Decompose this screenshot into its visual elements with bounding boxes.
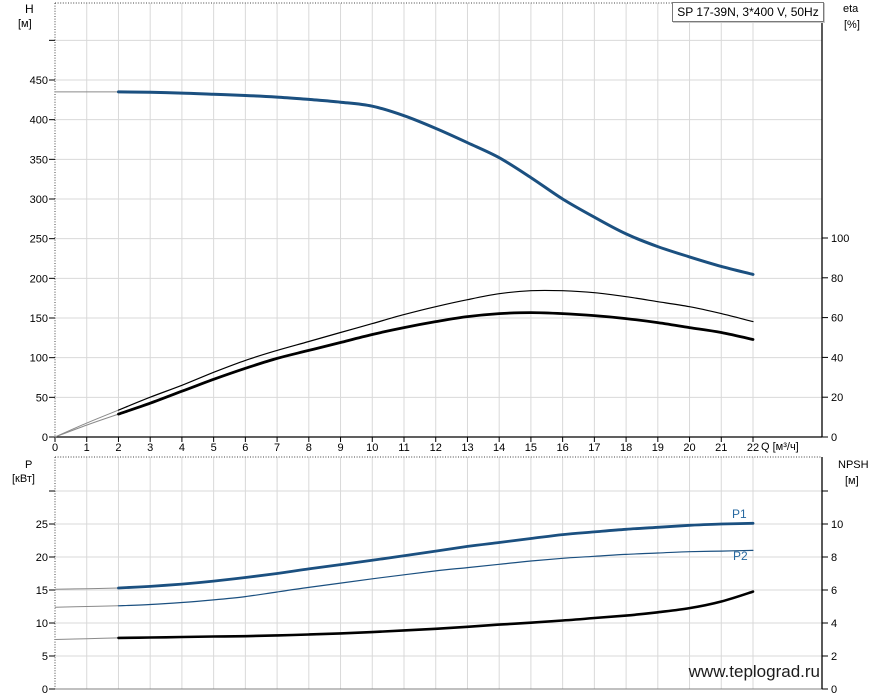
- watermark-text: www.teplograd.ru: [688, 662, 820, 681]
- h-axis-unit: [м]: [18, 18, 32, 30]
- right-axis-tick-label: 2: [831, 651, 837, 663]
- x-axis-tick-label: 0: [52, 442, 58, 454]
- x-axis-tick-label: 4: [179, 442, 185, 454]
- left-axis-tick-label: 5: [42, 651, 48, 663]
- curve-eta_total-lead: [54, 413, 119, 438]
- x-axis-tick-label: 22: [747, 442, 759, 454]
- right-axis-tick-label: 100: [831, 233, 849, 245]
- x-axis-tick-label: 1: [84, 442, 90, 454]
- x-axis-tick-label: 8: [306, 442, 312, 454]
- x-axis-tick-label: 2: [115, 442, 121, 454]
- curve-P1-lead: [54, 587, 119, 590]
- x-axis-tick-label: 18: [620, 442, 632, 454]
- x-axis-tick-label: 16: [557, 442, 569, 454]
- x-axis-tick-label: 17: [588, 442, 600, 454]
- curve-NPSH: [117, 590, 755, 640]
- x-axis-tick-label: 3: [147, 442, 153, 454]
- x-axis-tick-label: 14: [493, 442, 505, 454]
- curve-NPSH-lead: [54, 637, 119, 640]
- left-axis-tick-label: 400: [30, 115, 48, 127]
- left-axis-tick-label: 150: [30, 313, 48, 325]
- right-axis-tick-label: 80: [831, 273, 843, 285]
- x-axis-tick-label: 5: [211, 442, 217, 454]
- h-axis-title: H: [25, 2, 34, 16]
- left-axis-tick-label: 0: [42, 684, 48, 696]
- p-axis-title: P: [25, 459, 33, 471]
- x-axis-tick-label: 12: [430, 442, 442, 454]
- p2-curve-label: P2: [733, 549, 748, 563]
- x-axis-tick-label: 10: [366, 442, 378, 454]
- left-axis-tick-label: 15: [36, 585, 48, 597]
- x-axis-tick-label: 9: [337, 442, 343, 454]
- chart-title-box: SP 17-39N, 3*400 V, 50Hz: [672, 2, 824, 22]
- right-axis-tick-label: 0: [831, 432, 837, 444]
- right-axis-tick-label: 0: [831, 684, 837, 696]
- curve-eta_total: [117, 311, 755, 416]
- left-axis-tick-label: 25: [36, 519, 48, 531]
- left-axis-tick-label: 250: [30, 234, 48, 246]
- x-axis-tick-label: 20: [683, 442, 695, 454]
- left-axis-tick-label: 100: [30, 353, 48, 365]
- npsh-axis-unit: [м]: [845, 475, 859, 487]
- x-axis-tick-label: 21: [715, 442, 727, 454]
- x-axis-tick-label: 6: [242, 442, 248, 454]
- left-axis-tick-label: 0: [42, 432, 48, 444]
- curve-P1: [117, 521, 755, 590]
- left-axis-tick-label: 200: [30, 273, 48, 285]
- p1-curve-label: P1: [732, 507, 747, 521]
- right-axis-tick-label: 60: [831, 313, 843, 325]
- curve-P2-lead: [54, 605, 119, 608]
- curve-eta: [117, 289, 754, 411]
- x-axis-tick-label: 13: [461, 442, 473, 454]
- x-axis-tick-label: 15: [525, 442, 537, 454]
- x-axis-tick-label: 7: [274, 442, 280, 454]
- curve-H: [117, 90, 755, 276]
- right-axis-tick-label: 8: [831, 552, 837, 564]
- right-axis-tick-label: 10: [831, 519, 843, 531]
- x-axis-tick-label: 11: [398, 442, 409, 454]
- right-axis-tick-label: 20: [831, 392, 843, 404]
- curve-P2: [117, 549, 754, 607]
- left-axis-tick-label: 10: [36, 618, 48, 630]
- right-axis-tick-label: 4: [831, 618, 837, 630]
- left-axis-tick-label: 50: [36, 392, 48, 404]
- eta-axis-unit: [%]: [844, 19, 860, 31]
- eta-axis-title: eta: [843, 3, 859, 15]
- left-axis-tick-label: 300: [30, 194, 48, 206]
- left-axis-tick-label: 350: [30, 154, 48, 166]
- left-axis-tick-label: 450: [30, 75, 48, 87]
- right-axis-tick-label: 6: [831, 585, 837, 597]
- right-axis-tick-label: 40: [831, 352, 843, 364]
- left-axis-tick-label: 20: [36, 552, 48, 564]
- p-axis-unit: [кВт]: [12, 473, 35, 485]
- npsh-axis-title: NPSH: [838, 459, 869, 471]
- q-axis-title: Q [м³/ч]: [761, 441, 799, 453]
- x-axis-tick-label: 19: [652, 442, 664, 454]
